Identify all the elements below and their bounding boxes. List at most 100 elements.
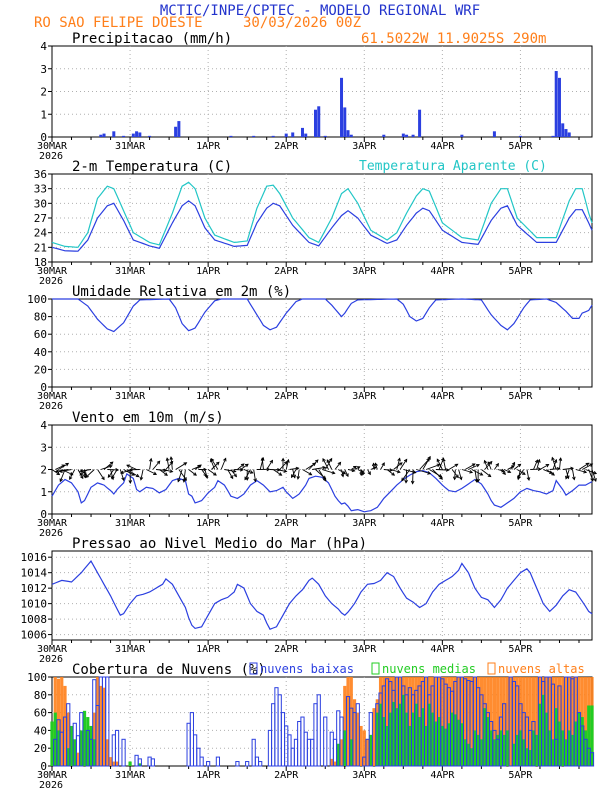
wind-vector-head <box>427 455 431 460</box>
wind-vector-head <box>126 464 131 468</box>
cloud-bar-nuvens-altas <box>385 677 389 766</box>
precip-bar <box>340 77 344 137</box>
cloud-bar-nuvens-altas <box>372 708 376 766</box>
cloud-bar-nuvens-altas <box>56 678 61 766</box>
precip-bar <box>102 133 106 137</box>
cloud-bar-nuvens-medias <box>444 728 448 766</box>
cloud-bar-nuvens-altas <box>339 739 344 766</box>
cloud-bar-nuvens-altas <box>346 677 350 766</box>
precip-bar <box>564 129 568 137</box>
x-tick-label: 5APR <box>508 141 533 152</box>
precip-bar <box>112 131 116 137</box>
wind-vector <box>546 469 555 476</box>
cloud-bar-nuvens-medias <box>56 730 61 766</box>
cloud-bar-nuvens-baixas <box>193 734 198 767</box>
wind-vector <box>237 463 245 470</box>
wind-vector-head <box>361 471 366 476</box>
wind-vector-head <box>381 462 385 467</box>
cloud-bar-nuvens-medias <box>86 717 90 766</box>
header: MCTIC/INPE/CPTEC - MODELO REGIONAL WRF R… <box>34 3 546 47</box>
wind-vector-head <box>232 469 237 473</box>
wind-vector-head <box>391 472 396 476</box>
wind-vector-head <box>454 463 459 468</box>
wind-vector <box>230 469 237 477</box>
cloud-bar-nuvens-baixas <box>306 738 312 767</box>
wind-vector-head <box>108 464 113 469</box>
cloud-bar-nuvens-medias <box>427 703 431 766</box>
wind-vector <box>588 469 594 481</box>
wind-vector <box>500 469 506 475</box>
cloud-bar-nuvens-altas <box>528 677 532 766</box>
wind-vector-head <box>551 472 555 476</box>
cloud-bar-nuvens-medias <box>417 717 422 766</box>
cloud-bar-nuvens-baixas <box>114 729 120 767</box>
precip-bar <box>284 133 288 137</box>
cloud-bar-nuvens-medias <box>378 703 383 766</box>
y-tick-label: 60 <box>34 707 47 720</box>
precip-bar <box>317 106 321 137</box>
cloud-bar-nuvens-medias <box>414 703 418 766</box>
wind-vector-head <box>269 459 274 464</box>
wind-vector-head <box>342 470 347 474</box>
wind-vector-head <box>253 478 257 483</box>
wind-vector-head <box>345 473 349 478</box>
precip-bar <box>148 135 152 137</box>
x-tick-label: 3APR <box>352 266 377 277</box>
wind-vector-head <box>85 474 89 479</box>
wind-vector <box>261 458 264 470</box>
cloud-bar-nuvens-altas <box>330 758 334 766</box>
wind-vector-head <box>121 477 125 482</box>
cloud-bar-nuvens-medias <box>440 725 444 766</box>
wind-vector-head <box>204 474 209 480</box>
wind-vector-head <box>59 478 63 483</box>
wind-vector <box>103 461 114 470</box>
y-tick-label: 100 <box>27 671 47 684</box>
wind-vector <box>326 459 333 470</box>
cloud-bar-nuvens-medias <box>544 712 549 766</box>
wind-vector <box>58 463 69 470</box>
wind-vector <box>211 458 219 470</box>
wind-vector <box>565 469 570 479</box>
wind-vector-head <box>322 477 327 482</box>
wind-vector <box>464 463 476 470</box>
cloud-bar-nuvens-medias <box>505 730 510 766</box>
wind-vector <box>442 458 447 470</box>
x-tick-label: 3APR <box>352 644 377 655</box>
wind-vector-head <box>314 459 319 464</box>
wind-vector-head <box>398 462 403 466</box>
cloud-bar-nuvens-medias <box>476 734 480 766</box>
wind-vector <box>458 469 462 480</box>
cloud-bar-nuvens-altas <box>349 677 353 766</box>
wind-vector-head <box>585 462 590 467</box>
wind-vector-head <box>412 470 417 474</box>
cloud-bar-nuvens-baixas <box>355 703 360 767</box>
wind-vector-head <box>128 480 133 484</box>
wind-vector-head <box>469 470 474 474</box>
wind-vector-head <box>436 458 440 463</box>
cloud-bar-nuvens-baixas <box>235 761 240 767</box>
panel-title-apparent: Temperatura Aparente (C) <box>359 159 547 174</box>
precip-bar <box>382 134 386 137</box>
header-title: MCTIC/INPE/CPTEC - MODELO REGIONAL WRF <box>160 3 480 19</box>
cloud-bar-nuvens-altas <box>561 677 565 766</box>
y-tick-label: 0 <box>40 508 47 521</box>
cloud-bar-nuvens-medias <box>343 730 347 766</box>
precip-bar <box>343 107 347 137</box>
x-tick-label: 2APR <box>274 266 299 277</box>
cloud-bar-nuvens-baixas <box>79 712 84 767</box>
wind-vector-head <box>107 474 112 478</box>
wind-vector-head <box>551 456 555 461</box>
cloud-bar-nuvens-baixas <box>147 756 152 767</box>
wind-vector <box>503 469 511 473</box>
wind-vector-head <box>367 471 371 476</box>
cloud-bar-nuvens-medias <box>574 721 578 766</box>
x-tick-label: 5APR <box>508 644 533 655</box>
wind-vector <box>291 469 297 478</box>
wind-vector <box>468 464 480 470</box>
cloud-bar-nuvens-baixas <box>303 731 308 767</box>
cloud-bar-nuvens-medias <box>66 748 70 766</box>
cloud-bar-nuvens-medias <box>466 743 470 766</box>
precip-bar <box>138 132 142 137</box>
